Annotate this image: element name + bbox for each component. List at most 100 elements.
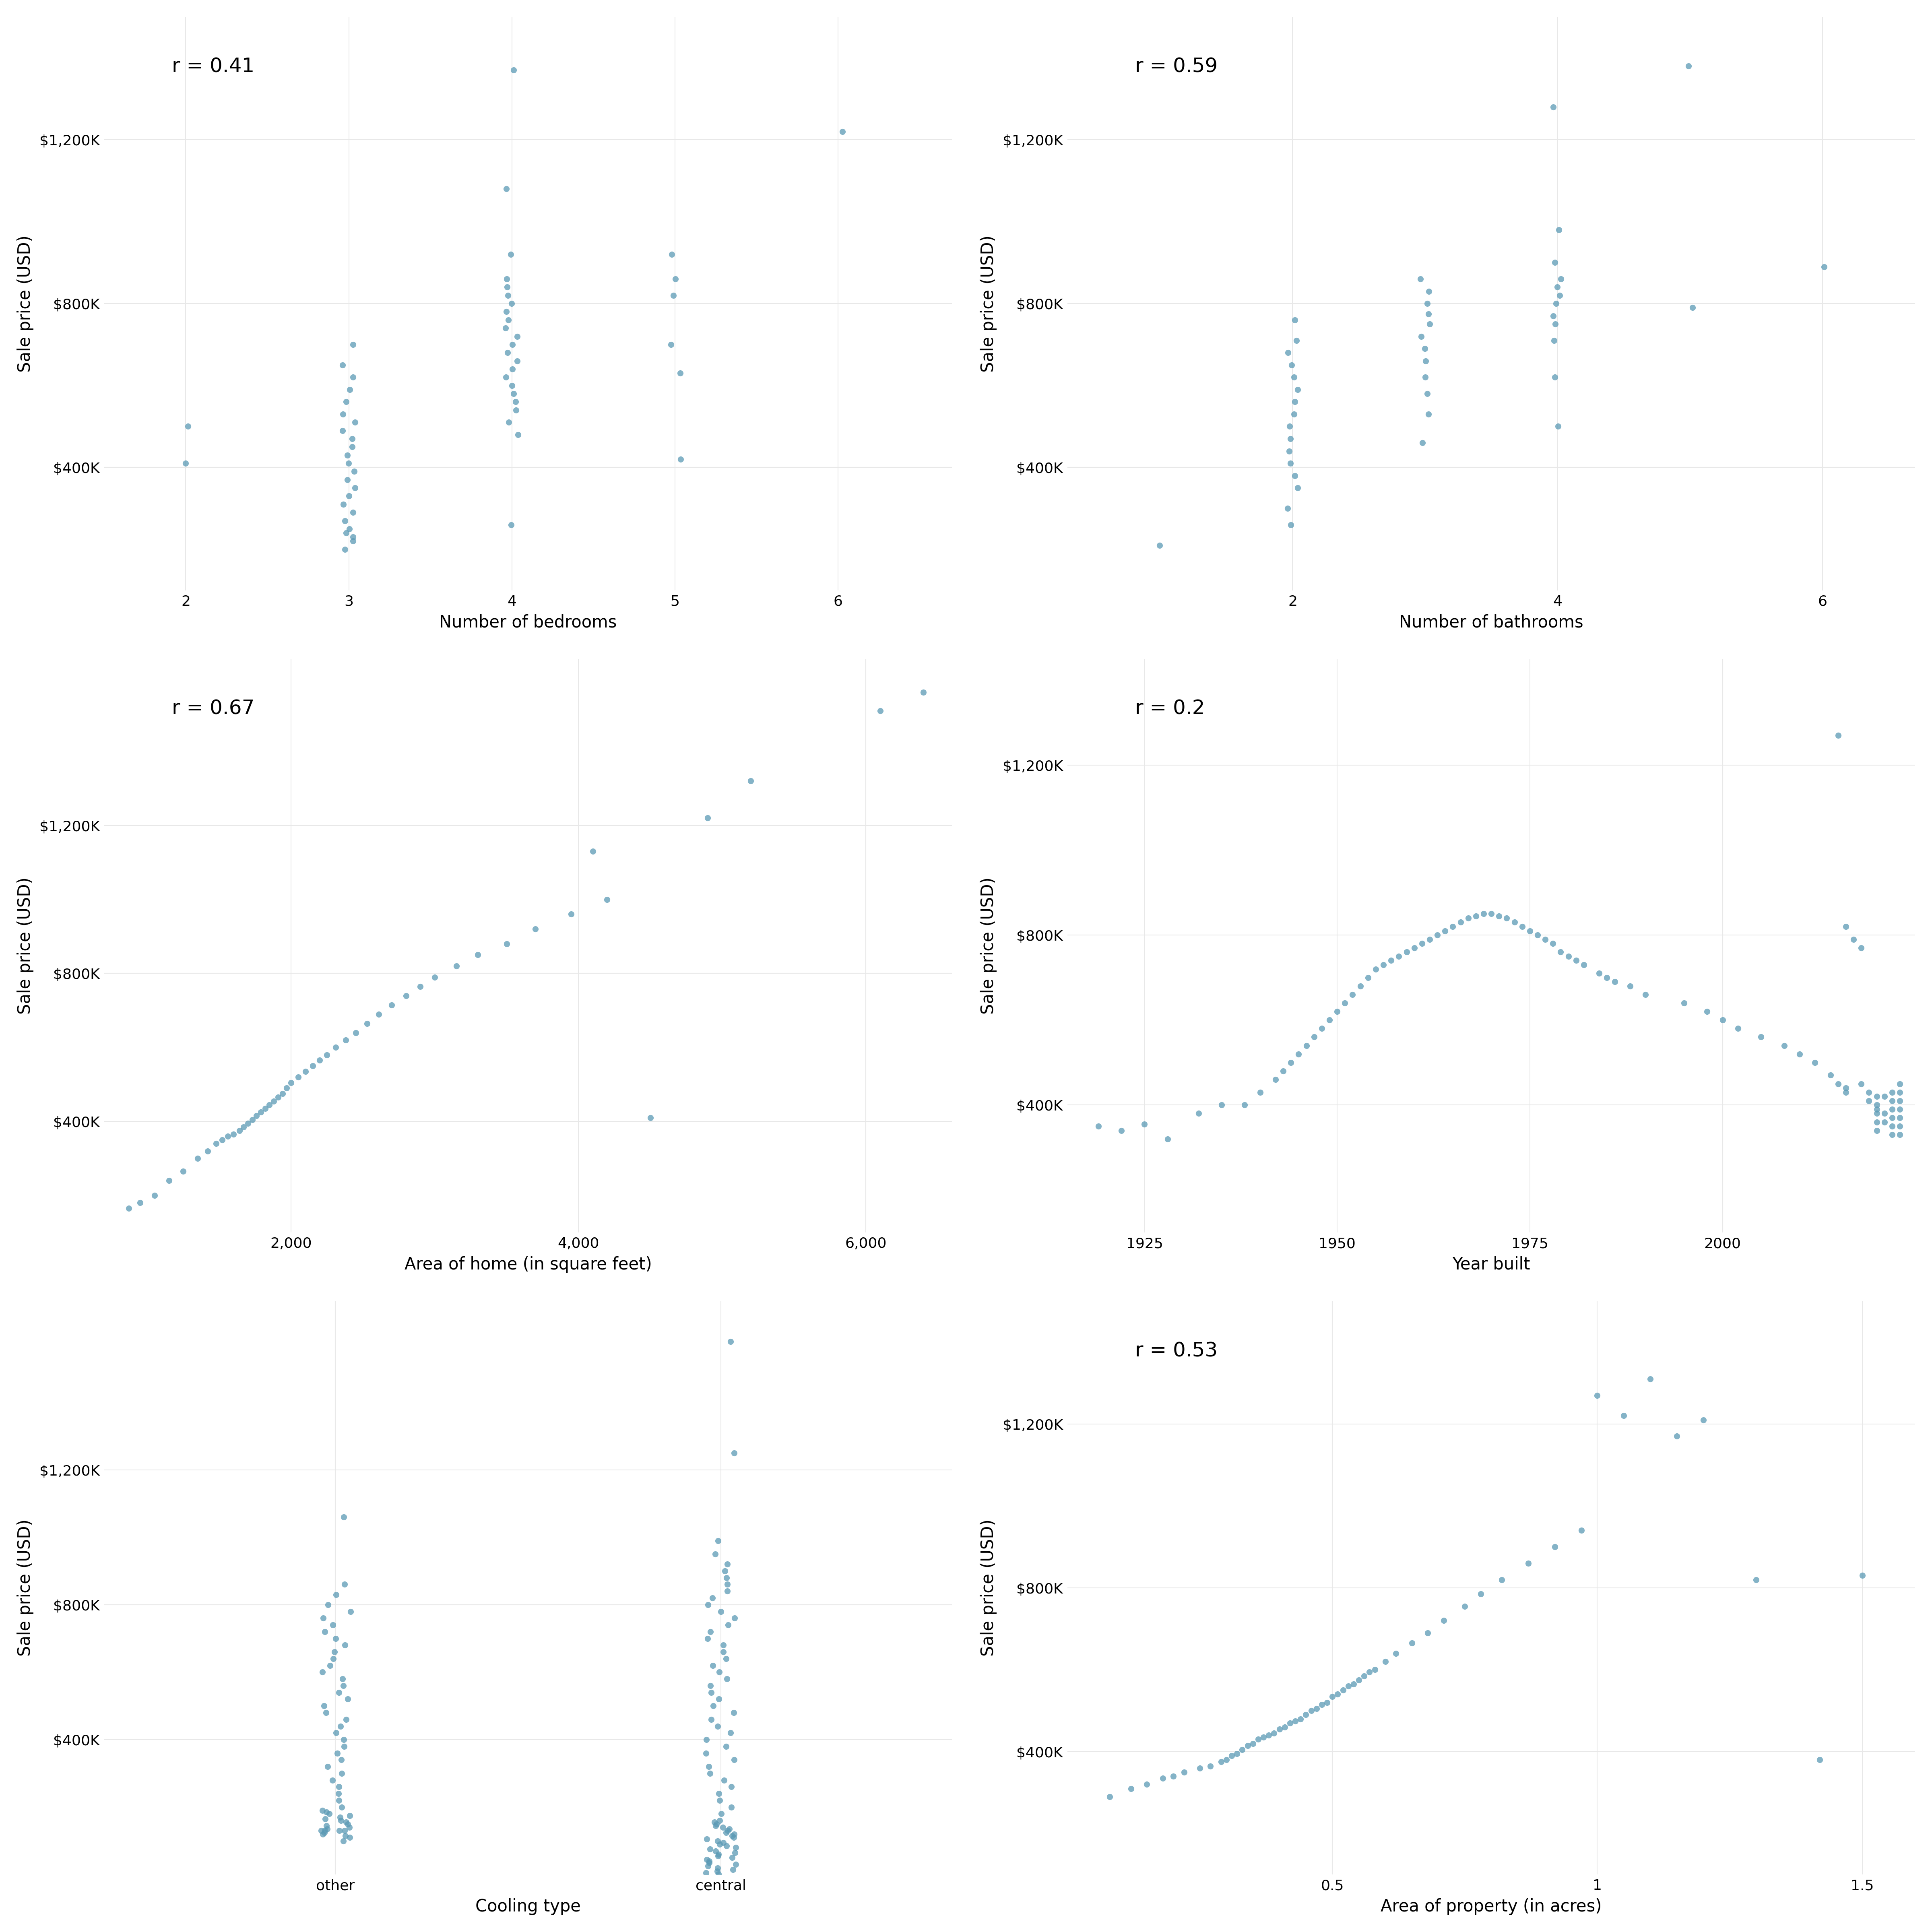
Point <box>338 456 369 487</box>
Point <box>325 1772 355 1803</box>
Point <box>697 1690 728 1721</box>
Point <box>1312 1687 1343 1718</box>
Point <box>336 431 367 462</box>
Point <box>352 1009 383 1039</box>
Point <box>703 1841 734 1872</box>
Point <box>1254 1719 1285 1750</box>
Point <box>498 379 529 410</box>
Point <box>228 1111 259 1142</box>
Point <box>328 1826 359 1857</box>
Point <box>711 1816 742 1847</box>
Point <box>1144 529 1175 560</box>
Point <box>1148 1762 1179 1793</box>
Point <box>327 1745 357 1776</box>
Point <box>340 408 371 439</box>
Point <box>311 1696 342 1727</box>
Point <box>1412 398 1443 429</box>
Point <box>1329 987 1360 1018</box>
Point <box>701 1857 732 1888</box>
Point <box>711 1563 742 1594</box>
Point <box>332 440 363 471</box>
Point <box>703 1839 734 1870</box>
Point <box>327 1804 357 1835</box>
Point <box>1445 906 1476 937</box>
Point <box>1449 1590 1480 1621</box>
Point <box>327 415 357 446</box>
Point <box>1275 1708 1306 1739</box>
Point <box>1339 1669 1370 1700</box>
Point <box>719 1837 750 1868</box>
Point <box>692 1843 723 1874</box>
Point <box>696 1669 726 1700</box>
Point <box>1345 970 1376 1001</box>
Point <box>703 1524 734 1555</box>
Point <box>1082 1111 1113 1142</box>
Point <box>1876 1094 1907 1124</box>
Point <box>330 1820 361 1851</box>
Point <box>713 1577 744 1607</box>
Point <box>1544 214 1575 245</box>
Point <box>1300 1692 1331 1723</box>
Point <box>1314 1005 1345 1036</box>
Point <box>827 116 858 147</box>
Point <box>330 518 361 549</box>
Point <box>502 321 533 352</box>
Point <box>717 1772 748 1803</box>
Point <box>493 272 524 303</box>
Point <box>1267 1055 1298 1086</box>
Point <box>327 398 357 429</box>
Point <box>1277 350 1308 381</box>
Point <box>1486 1565 1517 1596</box>
Point <box>309 1816 340 1847</box>
Point <box>1747 1022 1777 1053</box>
Point <box>696 1677 726 1708</box>
Point <box>498 54 529 85</box>
Point <box>1298 1022 1329 1053</box>
Point <box>327 1758 357 1789</box>
Point <box>309 1690 340 1721</box>
Point <box>1206 1747 1236 1777</box>
Point <box>719 1818 750 1849</box>
Point <box>699 1806 730 1837</box>
Point <box>1406 427 1437 458</box>
Point <box>1281 325 1312 355</box>
X-axis label: Number of bathrooms: Number of bathrooms <box>1399 614 1584 632</box>
Point <box>325 1803 355 1833</box>
Point <box>338 361 369 392</box>
Point <box>1861 1082 1891 1113</box>
Point <box>655 328 686 359</box>
Point <box>1476 898 1507 929</box>
Point <box>715 1718 746 1748</box>
Point <box>1405 263 1435 294</box>
Point <box>330 1806 361 1837</box>
Point <box>1522 920 1553 951</box>
Point <box>334 1801 365 1832</box>
Point <box>1799 1047 1830 1078</box>
Point <box>703 1658 734 1689</box>
Point <box>1376 945 1406 976</box>
Point <box>309 1816 340 1847</box>
Point <box>690 1857 721 1888</box>
Point <box>1845 1068 1876 1099</box>
Point <box>1354 1656 1385 1687</box>
Point <box>1662 1420 1692 1451</box>
Point <box>328 1723 359 1754</box>
Point <box>1868 1107 1899 1138</box>
Point <box>313 1590 344 1621</box>
Point <box>707 1631 738 1662</box>
Point <box>696 1758 726 1789</box>
Point <box>699 1538 730 1569</box>
Point <box>327 350 357 381</box>
Point <box>168 1155 199 1186</box>
Point <box>1370 1646 1401 1677</box>
Point <box>1318 1681 1349 1712</box>
Point <box>311 1810 342 1841</box>
Point <box>201 1128 232 1159</box>
Point <box>699 1810 730 1841</box>
Point <box>1830 912 1861 943</box>
Point <box>338 526 369 556</box>
Point <box>334 514 365 545</box>
Point <box>1422 920 1453 951</box>
Point <box>334 1812 365 1843</box>
Point <box>495 240 526 270</box>
